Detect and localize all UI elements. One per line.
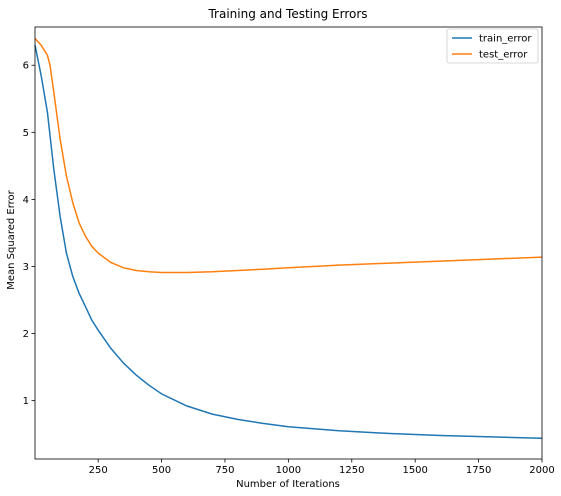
y-axis-label: Mean Squared Error bbox=[6, 189, 17, 289]
x-tick-label: 1250 bbox=[339, 465, 364, 476]
y-tick-label: 5 bbox=[23, 128, 29, 139]
x-tick-label: 1500 bbox=[402, 465, 427, 476]
chart-title: Training and Testing Errors bbox=[207, 7, 367, 21]
y-tick-label: 3 bbox=[23, 262, 29, 273]
series-line-test-error bbox=[34, 37, 543, 274]
x-tick-label: 250 bbox=[89, 465, 108, 476]
x-tick-label: 1750 bbox=[466, 465, 491, 476]
y-tick-label: 1 bbox=[23, 396, 29, 407]
axes-frame bbox=[34, 26, 543, 460]
legend-label-train-error: train_error bbox=[479, 34, 532, 45]
y-tick-label: 6 bbox=[23, 61, 29, 72]
series-line-train-error bbox=[34, 44, 543, 439]
plot-area: 250 500 750 1000 1250 1500 1750 2000 1 2 3 4 5 6 bbox=[23, 26, 555, 476]
legend-label-test-error: test_error bbox=[479, 50, 528, 61]
y-tick-label: 4 bbox=[23, 195, 29, 206]
x-tick-label: 500 bbox=[152, 465, 171, 476]
x-tick-label: 750 bbox=[215, 465, 234, 476]
x-axis-label: Number of Iterations bbox=[236, 479, 340, 490]
x-tick-label: 1000 bbox=[276, 465, 301, 476]
x-tick-label: 2000 bbox=[529, 465, 554, 476]
y-tick-label: 2 bbox=[23, 329, 29, 340]
legend: train_error test_error bbox=[446, 28, 539, 64]
